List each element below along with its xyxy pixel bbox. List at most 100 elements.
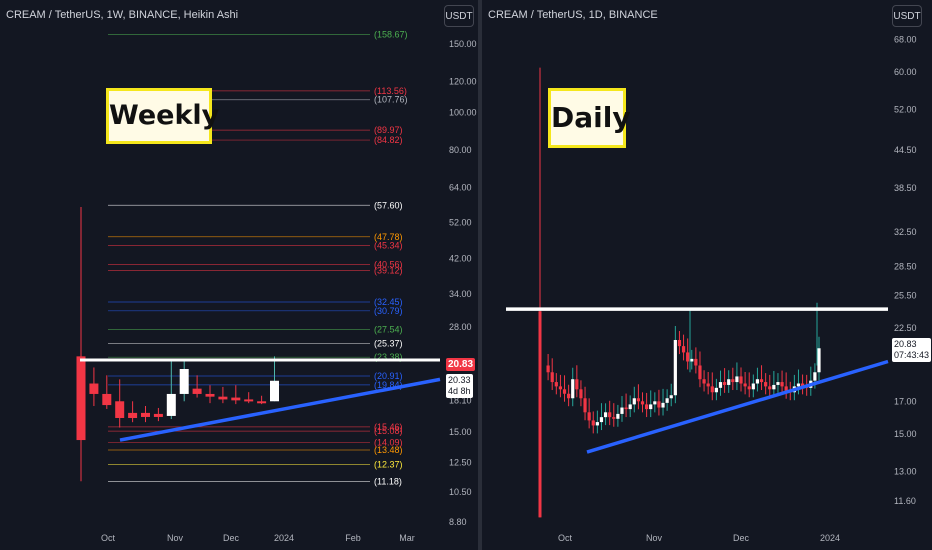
weekly-candle-body bbox=[218, 396, 228, 400]
daily-candle-body bbox=[599, 417, 604, 423]
daily-candle-body bbox=[612, 417, 616, 419]
daily-candle-body bbox=[780, 382, 784, 387]
weekly-currency-button[interactable]: USDT bbox=[444, 5, 474, 27]
fib-label: (89.97) bbox=[374, 125, 403, 135]
fib-label: (19.84) bbox=[374, 380, 403, 390]
daily-candle-body bbox=[575, 379, 579, 390]
daily-candle-body bbox=[681, 346, 686, 353]
fib-label: (107.76) bbox=[374, 95, 408, 105]
daily-candle-body bbox=[640, 401, 645, 405]
weekly-price-tick: 28.00 bbox=[449, 322, 472, 332]
daily-price-tick: 11.60 bbox=[894, 496, 916, 506]
weekly-price-tick: 120.00 bbox=[449, 77, 477, 87]
fib-label: (57.60) bbox=[374, 200, 403, 210]
weekly-label-box: Weekly bbox=[106, 88, 219, 144]
daily-candle-body bbox=[694, 358, 698, 366]
weekly-countdown: 4d 8h bbox=[448, 386, 471, 396]
weekly-price-tick: 15.00 bbox=[449, 427, 472, 437]
daily-candle-body bbox=[727, 379, 731, 385]
weekly-candle-body bbox=[244, 399, 254, 402]
weekly-price-tick: 100.00 bbox=[449, 107, 477, 117]
daily-spike-body bbox=[538, 311, 542, 518]
daily-candle-body bbox=[620, 407, 624, 414]
fib-label: (40.56) bbox=[374, 259, 403, 269]
fib-label: (27.54) bbox=[374, 325, 403, 335]
daily-chart-title: CREAM / TetherUS, 1D, BINANCE bbox=[488, 9, 658, 21]
weekly-candle-body bbox=[102, 393, 112, 406]
daily-time-tick: 2024 bbox=[820, 533, 840, 543]
daily-current-price: 20.83 bbox=[894, 339, 917, 349]
fib-label: (47.78) bbox=[374, 232, 403, 242]
daily-time-tick: Oct bbox=[558, 533, 573, 543]
daily-candle-body bbox=[755, 379, 760, 384]
weekly-price-tick: 64.00 bbox=[449, 183, 472, 193]
daily-price-badge: 20.83 07:43:43 bbox=[892, 338, 932, 362]
daily-candle-body bbox=[759, 379, 764, 383]
daily-price-tick: 44.50 bbox=[894, 145, 917, 155]
weekly-time-tick: Feb bbox=[345, 533, 361, 543]
weekly-price-axis bbox=[442, 0, 478, 550]
daily-price-tick: 32.50 bbox=[894, 227, 917, 237]
fib-label: (25.37) bbox=[374, 338, 403, 348]
daily-candle-body bbox=[636, 398, 641, 402]
weekly-time-tick: 2024 bbox=[274, 533, 294, 543]
fib-label: (45.34) bbox=[374, 241, 403, 251]
daily-candle-body bbox=[735, 376, 739, 383]
daily-candle-body bbox=[616, 413, 620, 419]
daily-candle-body bbox=[784, 386, 788, 391]
daily-candle-body bbox=[554, 382, 558, 387]
daily-candle-body bbox=[714, 387, 718, 393]
weekly-candle-body bbox=[257, 401, 267, 404]
panel-divider bbox=[478, 0, 482, 550]
weekly-chart-panel[interactable]: (158.67) (113.56) (107.76) (89.97) (84.82) (5… bbox=[0, 0, 478, 550]
weekly-time-tick: Nov bbox=[167, 533, 184, 543]
daily-candle-body bbox=[718, 382, 723, 388]
weekly-price-tick: 18.10 bbox=[449, 395, 472, 405]
daily-candle-body bbox=[579, 389, 583, 399]
fib-label: (14.09) bbox=[374, 438, 403, 448]
weekly-chart-canvas[interactable]: (158.67) (113.56)(107.76) (89.97)(84.82) (5… bbox=[0, 0, 478, 550]
weekly-current-price-badge: 20.83 bbox=[446, 358, 476, 371]
weekly-candle-body bbox=[89, 383, 99, 394]
weekly-candle-body bbox=[153, 413, 163, 417]
daily-candle-body bbox=[772, 384, 776, 390]
weekly-candle-body bbox=[179, 369, 189, 394]
daily-candle-body bbox=[669, 395, 673, 399]
daily-candle-body bbox=[583, 398, 587, 413]
daily-candle-body bbox=[546, 365, 550, 373]
daily-candle-body bbox=[665, 398, 669, 403]
daily-candle-body bbox=[702, 379, 706, 384]
daily-currency-button[interactable]: USDT bbox=[892, 5, 922, 27]
weekly-candle-body bbox=[115, 401, 125, 418]
daily-candle-body bbox=[743, 383, 747, 387]
daily-candle-body bbox=[558, 386, 563, 390]
daily-candle-body bbox=[686, 352, 690, 362]
daily-price-tick: 22.50 bbox=[894, 323, 917, 333]
daily-candle-body bbox=[710, 386, 714, 393]
daily-candle-body bbox=[562, 389, 567, 394]
fib-label: (12.37) bbox=[374, 459, 403, 469]
fib-label: (113.56) bbox=[374, 86, 407, 96]
fib-label: (158.67) bbox=[374, 30, 408, 40]
fib-label: (23.38) bbox=[374, 352, 403, 362]
daily-candle-body bbox=[698, 365, 702, 380]
daily-candle-body bbox=[628, 404, 632, 410]
fib-label: (15.46) bbox=[374, 422, 403, 432]
fib-label: (11.18) bbox=[374, 477, 402, 487]
weekly-candle-body bbox=[192, 388, 202, 394]
daily-chart-canvas[interactable]: 68.00 60.00 52.00 44.50 38.50 32.50 28.50 25.50… bbox=[482, 0, 932, 550]
daily-candle-body bbox=[776, 382, 780, 385]
daily-candle-body bbox=[587, 412, 591, 421]
weekly-price-tick: 12.50 bbox=[449, 458, 472, 468]
weekly-price-tick: 8.80 bbox=[449, 517, 467, 527]
daily-candle-body bbox=[768, 386, 772, 390]
weekly-trendline bbox=[119, 377, 441, 442]
daily-candle-body bbox=[567, 393, 571, 399]
daily-candle-body bbox=[817, 348, 821, 373]
daily-candle-body bbox=[571, 379, 575, 399]
weekly-time-tick: Oct bbox=[101, 533, 116, 543]
weekly-candle-body bbox=[231, 397, 241, 401]
daily-chart-panel[interactable]: 68.00 60.00 52.00 44.50 38.50 32.50 28.50 25.50… bbox=[482, 0, 932, 550]
daily-candle-body bbox=[764, 382, 768, 387]
daily-time-tick: Nov bbox=[646, 533, 663, 543]
